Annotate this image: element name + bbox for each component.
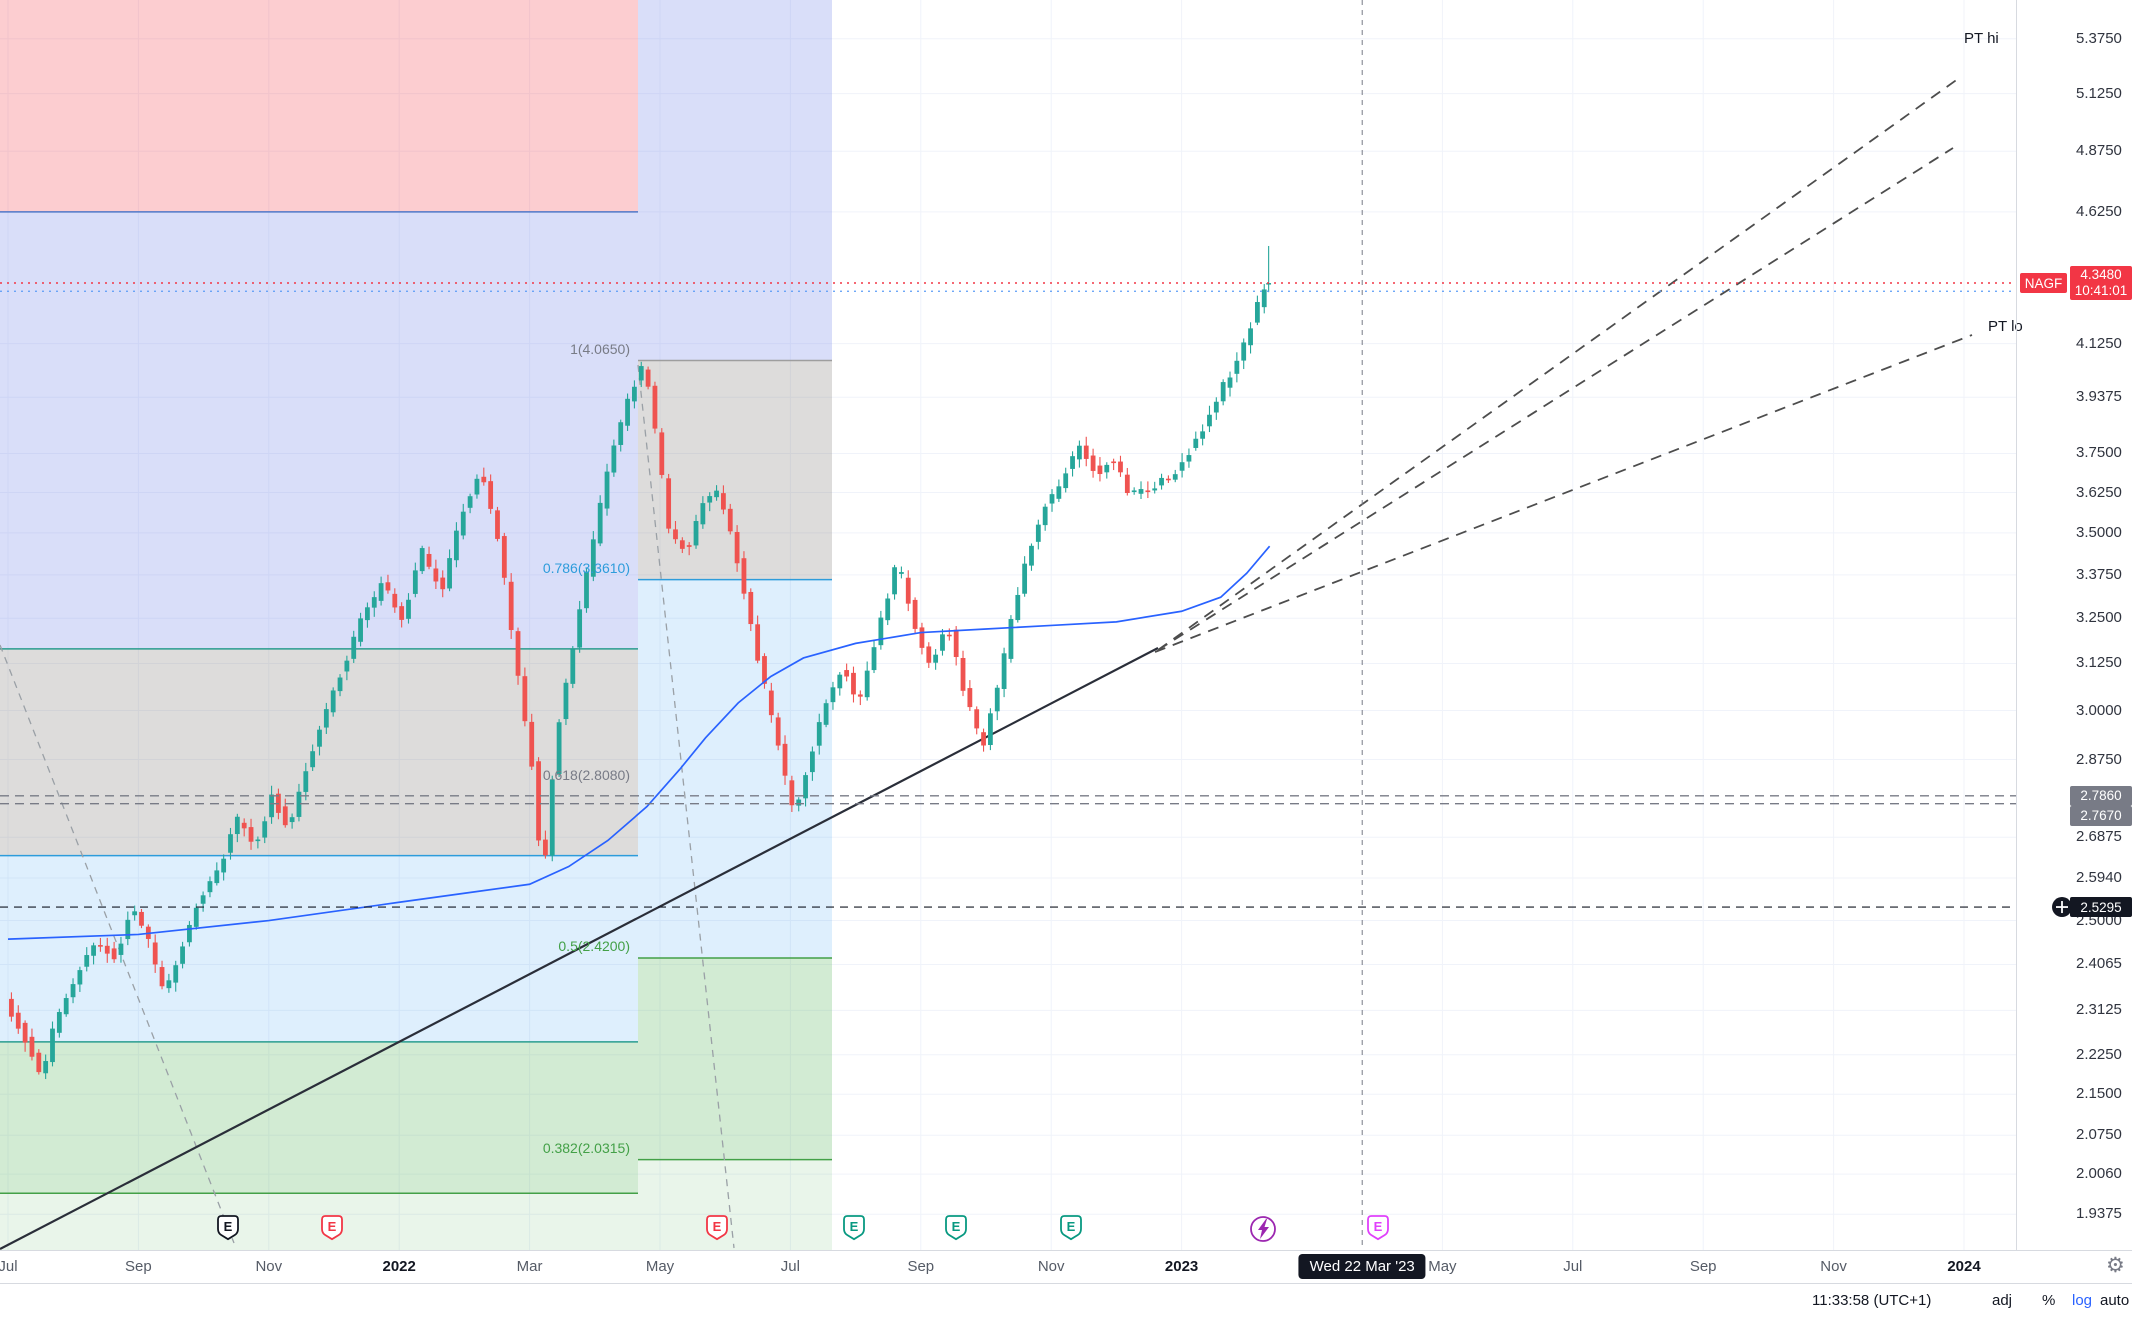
price-axis-label: 4.1250	[2076, 334, 2122, 352]
current-price-badge: 4.3480 10:41:01	[2070, 266, 2132, 300]
time-axis-label: May	[1428, 1258, 1457, 1275]
fib-trend-guide-line[interactable]	[637, 364, 735, 1249]
projection-line[interactable]	[1157, 75, 1963, 651]
price-axis-label: 4.8750	[2076, 142, 2122, 160]
fib-level-label: 1(4.0650)	[570, 340, 630, 357]
price-axis-label: 2.1500	[2076, 1085, 2122, 1103]
time-axis-label: 2022	[382, 1258, 416, 1275]
fib-zone	[0, 1193, 638, 1250]
time-axis-label: Sep	[1689, 1258, 1717, 1275]
price-axis-label: 2.0060	[2076, 1165, 2122, 1183]
pt-lo-label: PT lo	[1988, 318, 2023, 335]
price-axis-label: 2.6875	[2076, 828, 2122, 846]
trendline[interactable]	[0, 647, 1159, 1250]
time-axis-label: 2023	[1164, 1258, 1199, 1275]
projection-line[interactable]	[1154, 334, 1973, 653]
svg-text:E: E	[224, 1219, 233, 1234]
earnings-event-marker[interactable]: E	[1060, 1215, 1082, 1241]
toolbar-adj-button[interactable]: adj	[1992, 1292, 2013, 1309]
price-axis-label: 3.7500	[2076, 444, 2122, 462]
price-axis-label: 3.6250	[2076, 483, 2122, 501]
fib-level-label: 0.382(2.0315)	[542, 1139, 630, 1156]
fib-zone	[638, 1159, 832, 1250]
svg-text:E: E	[1374, 1219, 1383, 1234]
lightning-event-marker[interactable]	[1250, 1216, 1276, 1242]
price-axis-label: 1.9375	[2076, 1205, 2122, 1223]
time-axis-label: Nov	[255, 1258, 283, 1275]
earnings-event-marker[interactable]: E	[843, 1215, 865, 1241]
fib-level-label: 0.618(2.8080)	[542, 766, 630, 783]
svg-text:E: E	[850, 1219, 859, 1234]
earnings-event-marker[interactable]: E	[321, 1215, 343, 1241]
price-axis-label: 2.2250	[2076, 1045, 2122, 1063]
fib-zone	[0, 0, 638, 212]
price-axis-label: 3.2500	[2076, 609, 2122, 627]
time-axis-label: Jul	[1563, 1258, 1583, 1275]
time-axis-label: Mar	[516, 1258, 543, 1275]
fib-zone	[638, 0, 832, 361]
session-clock[interactable]: 11:33:58 (UTC+1)	[1812, 1292, 1932, 1309]
toolbar-log-button[interactable]: log	[2072, 1292, 2093, 1309]
svg-text:E: E	[1067, 1219, 1076, 1234]
time-axis-label: May	[645, 1258, 675, 1275]
time-axis-label: Sep	[125, 1258, 152, 1275]
price-axis-label: 2.0750	[2076, 1126, 2122, 1144]
time-axis-label: Nov	[1037, 1258, 1065, 1275]
earnings-event-marker[interactable]: E	[706, 1215, 728, 1241]
add-alert-button[interactable]	[2052, 897, 2072, 918]
fib-zone	[638, 958, 832, 1160]
bar-countdown: 10:41:01	[2074, 283, 2128, 298]
price-axis[interactable]: 5.3750 5.1250 4.8750 4.6250 4.1250 3.9375 3.75…	[2016, 0, 2132, 1283]
price-axis-label: 3.1250	[2076, 654, 2122, 672]
price-axis-label: 4.6250	[2076, 202, 2122, 220]
earnings-event-marker[interactable]: E	[945, 1215, 967, 1241]
toolbar-auto-button[interactable]: auto	[2100, 1292, 2130, 1309]
toolbar-percent-button[interactable]: %	[2042, 1292, 2056, 1309]
status-bar: 11:33:58 (UTC+1) adj% log auto	[0, 1283, 2132, 1318]
price-axis-label: 2.3125	[2076, 1001, 2122, 1019]
candlestick-series	[9, 245, 1272, 1080]
ticker-badge: NAGF	[2020, 273, 2067, 293]
time-axis-label: Jul	[0, 1258, 18, 1275]
time-axis-label: Jul	[780, 1258, 800, 1275]
time-axis-label: Sep	[907, 1258, 935, 1275]
level-price-badge: 2.7670	[2070, 805, 2132, 826]
earnings-event-marker[interactable]: E	[1367, 1215, 1389, 1241]
fib-zone	[0, 1041, 638, 1194]
price-axis-label: 5.3750	[2076, 29, 2122, 47]
ticker-label: NAGF	[2024, 275, 2063, 291]
current-price-value: 4.3480	[2080, 267, 2122, 282]
fib-level-label: 0.786(3.3610)	[542, 559, 630, 576]
svg-text:E: E	[952, 1219, 961, 1234]
price-axis-label: 5.1250	[2076, 84, 2122, 102]
price-axis-label: 3.5000	[2076, 523, 2122, 541]
fib-zone	[0, 211, 638, 649]
price-axis-label: 3.9375	[2076, 388, 2122, 406]
pt-hi-label: PT hi	[1964, 30, 1999, 47]
time-axis-label: Nov	[1820, 1258, 1847, 1275]
time-axis-label: 2024	[1947, 1258, 1981, 1275]
price-axis-label: 3.3750	[2076, 565, 2122, 583]
earnings-event-marker[interactable]: E	[217, 1215, 239, 1241]
svg-text:E: E	[328, 1219, 337, 1234]
price-axis-label: 2.4065	[2076, 955, 2122, 973]
price-axis-label: 2.5940	[2076, 869, 2122, 887]
svg-text:E: E	[713, 1219, 722, 1234]
projection-line[interactable]	[1157, 147, 1954, 651]
fib-trend-guide-line[interactable]	[0, 644, 235, 1244]
fib-level-label: 0.5(2.4200)	[558, 938, 630, 955]
settings-gear-icon[interactable]: ⚙	[2106, 1254, 2125, 1277]
price-axis-label: 3.0000	[2076, 701, 2122, 719]
level-price-badge: 2.7860	[2070, 785, 2132, 806]
time-axis[interactable]: Jul Sep Nov 2022 Mar May Jul Sep Nov 2023 May Jul Se…	[0, 1250, 2132, 1283]
crosshair-price-badge: 2.5295	[2070, 897, 2132, 918]
crosshair-date-tooltip: Wed 22 Mar '23	[1298, 1254, 1426, 1279]
price-axis-label: 2.8750	[2076, 750, 2122, 768]
fib-zone	[638, 579, 832, 959]
moving-average-line	[7, 545, 1271, 940]
